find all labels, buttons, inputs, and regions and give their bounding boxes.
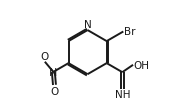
- Text: NH: NH: [115, 90, 130, 100]
- Text: O: O: [50, 86, 59, 96]
- Text: N: N: [49, 67, 57, 77]
- Text: N: N: [84, 20, 91, 29]
- Text: OH: OH: [134, 60, 150, 70]
- Text: O: O: [40, 52, 49, 62]
- Text: Br: Br: [124, 27, 135, 37]
